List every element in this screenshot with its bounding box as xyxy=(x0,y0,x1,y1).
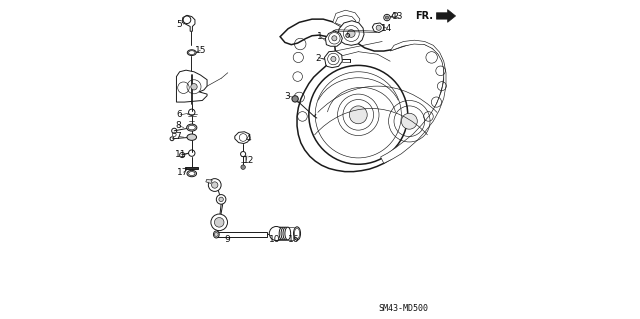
Text: 13: 13 xyxy=(392,12,404,21)
Circle shape xyxy=(209,179,221,191)
Polygon shape xyxy=(182,15,195,31)
Circle shape xyxy=(349,106,367,124)
Ellipse shape xyxy=(281,227,287,240)
Polygon shape xyxy=(280,19,444,172)
Circle shape xyxy=(292,96,298,102)
Circle shape xyxy=(219,197,223,202)
Text: 9: 9 xyxy=(225,235,230,244)
Polygon shape xyxy=(325,31,342,46)
Ellipse shape xyxy=(187,134,196,140)
Circle shape xyxy=(216,195,226,204)
Circle shape xyxy=(384,14,390,21)
Text: 11: 11 xyxy=(175,150,186,159)
Ellipse shape xyxy=(214,231,219,238)
Ellipse shape xyxy=(187,124,197,131)
Ellipse shape xyxy=(294,227,301,240)
Circle shape xyxy=(214,218,224,227)
Circle shape xyxy=(212,182,218,188)
Circle shape xyxy=(331,56,336,62)
Text: 10: 10 xyxy=(269,235,280,244)
Text: 1: 1 xyxy=(317,32,323,41)
Text: 14: 14 xyxy=(381,24,393,33)
Circle shape xyxy=(241,152,246,157)
Polygon shape xyxy=(333,10,360,27)
Polygon shape xyxy=(372,23,384,33)
Circle shape xyxy=(348,30,355,37)
Ellipse shape xyxy=(188,125,195,130)
Ellipse shape xyxy=(277,227,283,240)
Circle shape xyxy=(191,84,197,90)
Text: 5: 5 xyxy=(177,20,182,29)
Circle shape xyxy=(241,165,245,169)
Circle shape xyxy=(385,16,388,19)
Polygon shape xyxy=(206,179,212,183)
Ellipse shape xyxy=(285,227,291,240)
Polygon shape xyxy=(337,21,364,45)
Text: 12: 12 xyxy=(243,156,255,165)
Polygon shape xyxy=(177,70,207,102)
Circle shape xyxy=(211,214,227,231)
Circle shape xyxy=(332,36,337,41)
Circle shape xyxy=(309,65,408,164)
Circle shape xyxy=(376,25,381,30)
Ellipse shape xyxy=(189,51,195,55)
Text: 8: 8 xyxy=(175,121,181,130)
Text: FR.: FR. xyxy=(415,11,433,21)
Polygon shape xyxy=(324,51,342,68)
Ellipse shape xyxy=(294,228,300,239)
Polygon shape xyxy=(381,40,446,163)
Ellipse shape xyxy=(283,227,289,240)
Text: 15: 15 xyxy=(195,46,206,55)
Text: 16: 16 xyxy=(288,235,300,244)
Text: 4: 4 xyxy=(246,134,252,143)
Text: 6: 6 xyxy=(177,110,182,119)
Polygon shape xyxy=(235,132,250,144)
Polygon shape xyxy=(186,167,198,169)
Text: SM43-MD500: SM43-MD500 xyxy=(378,304,428,313)
Ellipse shape xyxy=(189,172,195,175)
Text: 2: 2 xyxy=(315,54,321,63)
Polygon shape xyxy=(335,15,356,26)
Polygon shape xyxy=(436,10,456,22)
Circle shape xyxy=(269,226,284,241)
Text: 3: 3 xyxy=(285,92,291,101)
Ellipse shape xyxy=(392,13,397,17)
Ellipse shape xyxy=(188,50,196,56)
Text: 17: 17 xyxy=(177,168,189,177)
Circle shape xyxy=(401,113,417,129)
Ellipse shape xyxy=(279,227,285,240)
Circle shape xyxy=(214,233,218,236)
Polygon shape xyxy=(216,232,268,237)
Text: 7: 7 xyxy=(175,132,181,141)
Circle shape xyxy=(183,16,191,24)
Ellipse shape xyxy=(187,170,196,177)
